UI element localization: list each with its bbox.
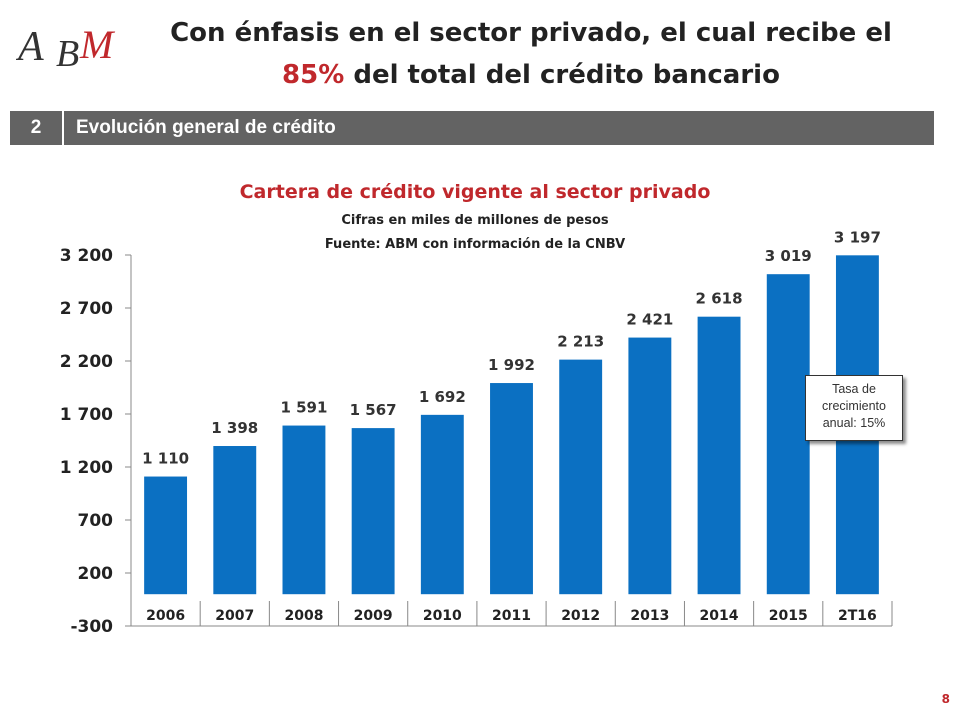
bar [282, 425, 326, 595]
bar [351, 428, 395, 595]
bar-chart: Cartera de crédito vigente al sector pri… [60, 181, 893, 637]
chart-subtitle-source: Fuente: ABM con información de la CNBV [325, 237, 625, 252]
headline-line2-rest: del total del crédito bancario [344, 60, 780, 90]
data-label: 1 992 [488, 356, 535, 374]
y-tick-label: 700 [78, 511, 114, 531]
svg-text:M: M [79, 22, 116, 67]
bar [490, 383, 533, 595]
section-number: 2 [10, 111, 64, 145]
svg-text:A: A [16, 24, 44, 70]
y-tick-label: 1 200 [60, 458, 113, 478]
section-title: Evolución general de crédito [76, 117, 336, 138]
headline-line1: Con énfasis en el sector privado, el cua… [170, 18, 892, 48]
x-tick-label: 2010 [423, 608, 462, 624]
headline: Con énfasis en el sector privado, el cua… [136, 12, 926, 96]
data-label: 1 591 [280, 399, 327, 417]
bar [144, 476, 188, 595]
note-line: crecimiento [822, 399, 886, 413]
data-label: 1 398 [211, 419, 258, 437]
growth-rate-note: Tasa de crecimiento anual: 15% [805, 375, 903, 441]
plot-area: -300 200 700 1 200 1 700 2 200 2 700 3 200 1 110… [60, 228, 893, 637]
y-tick-label: -300 [70, 617, 113, 637]
data-label: 3 197 [834, 228, 881, 246]
page-number: 8 [941, 692, 950, 706]
chart-subtitle-units: Cifras en miles de millones de pesos [341, 213, 609, 228]
data-label: 2 213 [557, 333, 604, 351]
x-tick-label: 2011 [492, 608, 531, 624]
x-tick-label: 2014 [700, 608, 739, 624]
data-label: 3 019 [765, 247, 812, 265]
chart-title: Cartera de crédito vigente al sector pri… [240, 181, 711, 203]
note-line: anual: 15% [822, 416, 886, 430]
x-tick-label: 2008 [284, 608, 323, 624]
y-tick-label: 3 200 [60, 246, 113, 266]
y-tick-label: 2 200 [60, 352, 113, 372]
y-tick-label: 2 700 [60, 299, 113, 319]
x-tick-label: 2012 [561, 608, 600, 624]
bar [213, 446, 257, 595]
x-tick-label: 2013 [630, 608, 669, 624]
data-label: 1 567 [350, 401, 397, 419]
headline-line2: 85% del total del crédito bancario [136, 54, 926, 96]
bar [766, 274, 810, 595]
headline-accent: 85% [282, 60, 345, 90]
y-tick-label: 200 [78, 564, 114, 584]
x-tick-label: 2015 [769, 608, 808, 624]
data-label: 2 421 [626, 311, 673, 329]
x-tick-label: 2006 [146, 608, 185, 624]
note-line: Tasa de [832, 382, 876, 396]
data-label: 1 110 [142, 450, 189, 468]
bar [697, 316, 741, 595]
bar [420, 414, 464, 595]
y-tick-label: 1 700 [60, 405, 113, 425]
x-tick-label: 2009 [354, 608, 393, 624]
x-tick-label: 2007 [215, 608, 254, 624]
data-label: 2 618 [696, 290, 743, 308]
svg-text:B: B [56, 33, 79, 70]
data-label: 1 692 [419, 388, 466, 406]
abm-logo: A B M [15, 14, 122, 75]
section-bar: 2 Evolución general de crédito [10, 111, 934, 145]
bar [559, 359, 603, 595]
bar [628, 337, 672, 595]
x-tick-label: 2T16 [838, 608, 877, 624]
